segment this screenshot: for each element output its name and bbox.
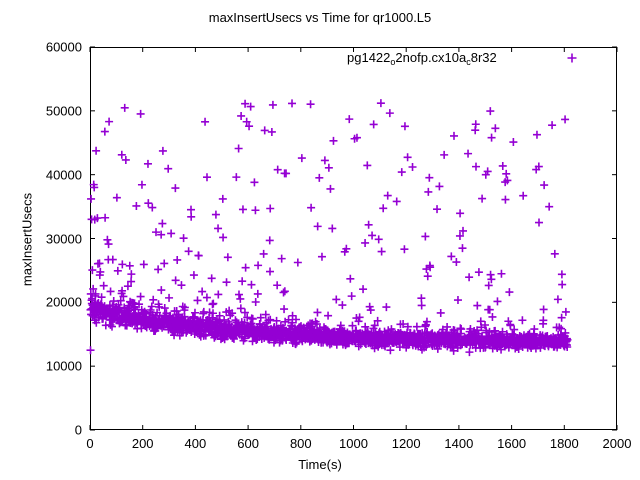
y-tick-label: 10000 bbox=[45, 358, 82, 374]
y-axis-title: maxInsertUsecs bbox=[19, 192, 35, 287]
x-tick-label: 0 bbox=[86, 436, 94, 451]
chart-title: maxInsertUsecs vs Time for qr1000.L5 bbox=[208, 10, 432, 25]
x-tick-label: 1800 bbox=[549, 436, 579, 451]
x-tick-label: 1400 bbox=[444, 436, 474, 451]
y-tick-label: 50000 bbox=[45, 103, 82, 119]
x-tick-label: 600 bbox=[237, 436, 259, 451]
x-tick-label: 2000 bbox=[602, 436, 632, 451]
x-tick-label: 1200 bbox=[391, 436, 421, 451]
plot-area-frame bbox=[90, 47, 617, 430]
y-tick-label: 30000 bbox=[45, 231, 82, 246]
x-tick-label: 800 bbox=[289, 436, 312, 451]
legend-entry-label: pg1422o2nofp.cx10ac8r32 bbox=[347, 50, 497, 67]
legend: pg1422o2nofp.cx10ac8r32 bbox=[347, 48, 605, 69]
x-tick-label: 1000 bbox=[339, 436, 368, 451]
y-tick-label: 40000 bbox=[45, 167, 82, 183]
x-tick-label: 200 bbox=[131, 436, 154, 451]
y-tick-label: 60000 bbox=[45, 39, 82, 55]
x-tick-label: 1600 bbox=[497, 436, 527, 451]
y-tick-label: 20000 bbox=[45, 294, 82, 310]
legend-marker-plus-icon bbox=[567, 53, 577, 63]
x-tick-label: 400 bbox=[184, 436, 207, 451]
y-tick-label: 0 bbox=[74, 422, 82, 438]
x-axis-title: Time(s) bbox=[298, 457, 342, 472]
